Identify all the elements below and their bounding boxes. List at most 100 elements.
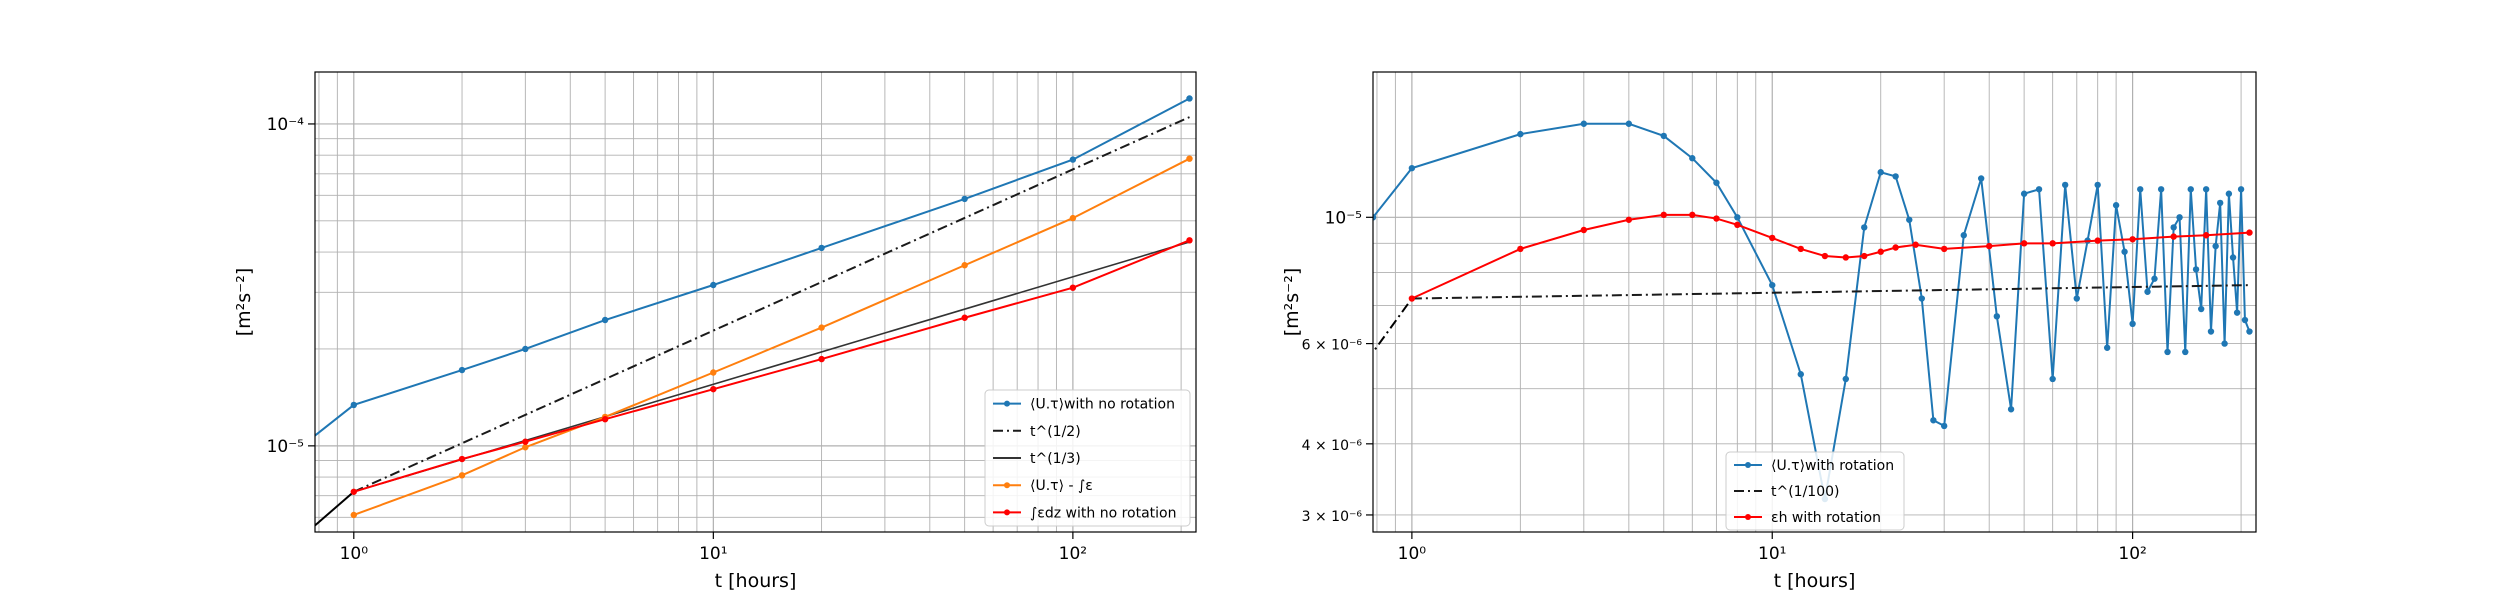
x-axis-label: t [hours]: [1774, 570, 1856, 592]
data-point: [1892, 173, 1899, 180]
data-point: [1769, 234, 1776, 242]
data-point: [1930, 417, 1937, 424]
series-line: [1411, 284, 2250, 300]
data-point: [2207, 328, 2215, 335]
data-point: [1842, 254, 1850, 261]
data-point: [1797, 371, 1804, 378]
y-axis-label: [m²s⁻²]: [1281, 268, 1303, 337]
data-point: [1977, 175, 1985, 182]
y-tick-label: 10⁻⁵: [267, 437, 304, 457]
data-point: [350, 488, 357, 495]
data-point: [2094, 237, 2101, 244]
data-point: [2007, 406, 2015, 413]
data-point: [1660, 132, 1667, 140]
data-point: [961, 262, 968, 269]
data-point: [2112, 202, 2120, 209]
data-point: [2229, 254, 2237, 261]
plot-area: [315, 95, 1193, 527]
x-tick-label: 10⁰: [1398, 544, 1427, 564]
data-point: [2246, 328, 2253, 335]
data-point: [2094, 181, 2101, 189]
legend-label: t^(1/3): [1030, 451, 1081, 467]
data-point: [961, 195, 968, 203]
data-point: [1580, 120, 1588, 127]
data-point: [710, 369, 717, 376]
data-point: [350, 511, 357, 519]
data-point: [2237, 186, 2245, 193]
data-point: [2121, 248, 2128, 255]
data-point: [1713, 215, 1720, 222]
data-point: [2073, 295, 2080, 302]
data-point: [2020, 190, 2028, 197]
legend-marker: [1004, 482, 1010, 489]
data-point: [1625, 216, 1633, 223]
y-tick-label: 6 × 10⁻⁶: [1302, 338, 1363, 354]
series-line: [353, 116, 1190, 493]
data-point: [2197, 305, 2205, 313]
data-point: [961, 314, 968, 321]
data-point: [458, 455, 466, 463]
data-point: [1918, 295, 1925, 302]
legend-marker: [1004, 509, 1010, 516]
y-axis-label: [m²s⁻²]: [233, 268, 255, 337]
data-point: [1940, 422, 1948, 430]
y-tick-label: 3 × 10⁻⁶: [1302, 509, 1363, 525]
data-point: [1069, 284, 1077, 291]
legend-label: ⟨U.τ⟩ - ∫ε: [1030, 478, 1093, 494]
data-point: [2202, 232, 2210, 239]
data-point: [1373, 214, 1377, 221]
data-point: [1660, 211, 1667, 219]
data-point: [2212, 242, 2219, 250]
data-point: [2170, 224, 2177, 231]
data-point: [1861, 224, 1868, 231]
data-point: [1877, 169, 1884, 176]
data-point: [2233, 309, 2241, 316]
data-point: [350, 401, 357, 409]
data-point: [2192, 266, 2200, 273]
data-point: [818, 244, 825, 252]
extension-line: [315, 491, 355, 527]
data-point: [2216, 199, 2224, 207]
data-point: [2241, 316, 2249, 324]
data-point: [601, 316, 609, 324]
data-point: [1517, 130, 1524, 138]
y-tick-label: 4 × 10⁻⁶: [1302, 438, 1363, 454]
data-point: [2061, 181, 2069, 189]
data-point: [1069, 214, 1077, 222]
data-point: [2151, 275, 2158, 282]
data-point: [1689, 211, 1696, 219]
data-point: [710, 281, 717, 289]
data-point: [2225, 190, 2233, 197]
data-point: [1517, 245, 1524, 253]
data-point: [1186, 237, 1193, 244]
series-1: [1411, 284, 2250, 300]
axes-frame: [1372, 71, 2257, 533]
data-point: [1069, 156, 1077, 163]
data-point: [1769, 281, 1776, 289]
data-point: [1625, 120, 1633, 127]
data-point: [818, 324, 825, 331]
data-point: [522, 444, 529, 451]
legend: ⟨U.τ⟩with rotation t^(1/100) εh with rotat…: [1725, 451, 1905, 531]
data-point: [2137, 186, 2144, 193]
data-point: [2049, 375, 2056, 383]
data-point: [2049, 240, 2056, 247]
data-point: [1734, 214, 1741, 221]
data-point: [2202, 186, 2210, 193]
data-point: [1689, 155, 1696, 162]
data-point: [522, 438, 529, 445]
series-0: [315, 95, 1193, 437]
series-line: [315, 97, 1190, 437]
data-point: [2020, 240, 2028, 247]
data-point: [710, 385, 717, 393]
x-tick-label: 10¹: [1758, 544, 1786, 564]
series-3: [350, 155, 1193, 519]
series-4: [350, 237, 1193, 495]
data-point: [1580, 226, 1588, 234]
series-line: [1373, 122, 2251, 500]
data-point: [2170, 233, 2177, 240]
data-point: [601, 416, 609, 423]
data-point: [1960, 232, 1967, 239]
data-point: [1713, 179, 1720, 186]
